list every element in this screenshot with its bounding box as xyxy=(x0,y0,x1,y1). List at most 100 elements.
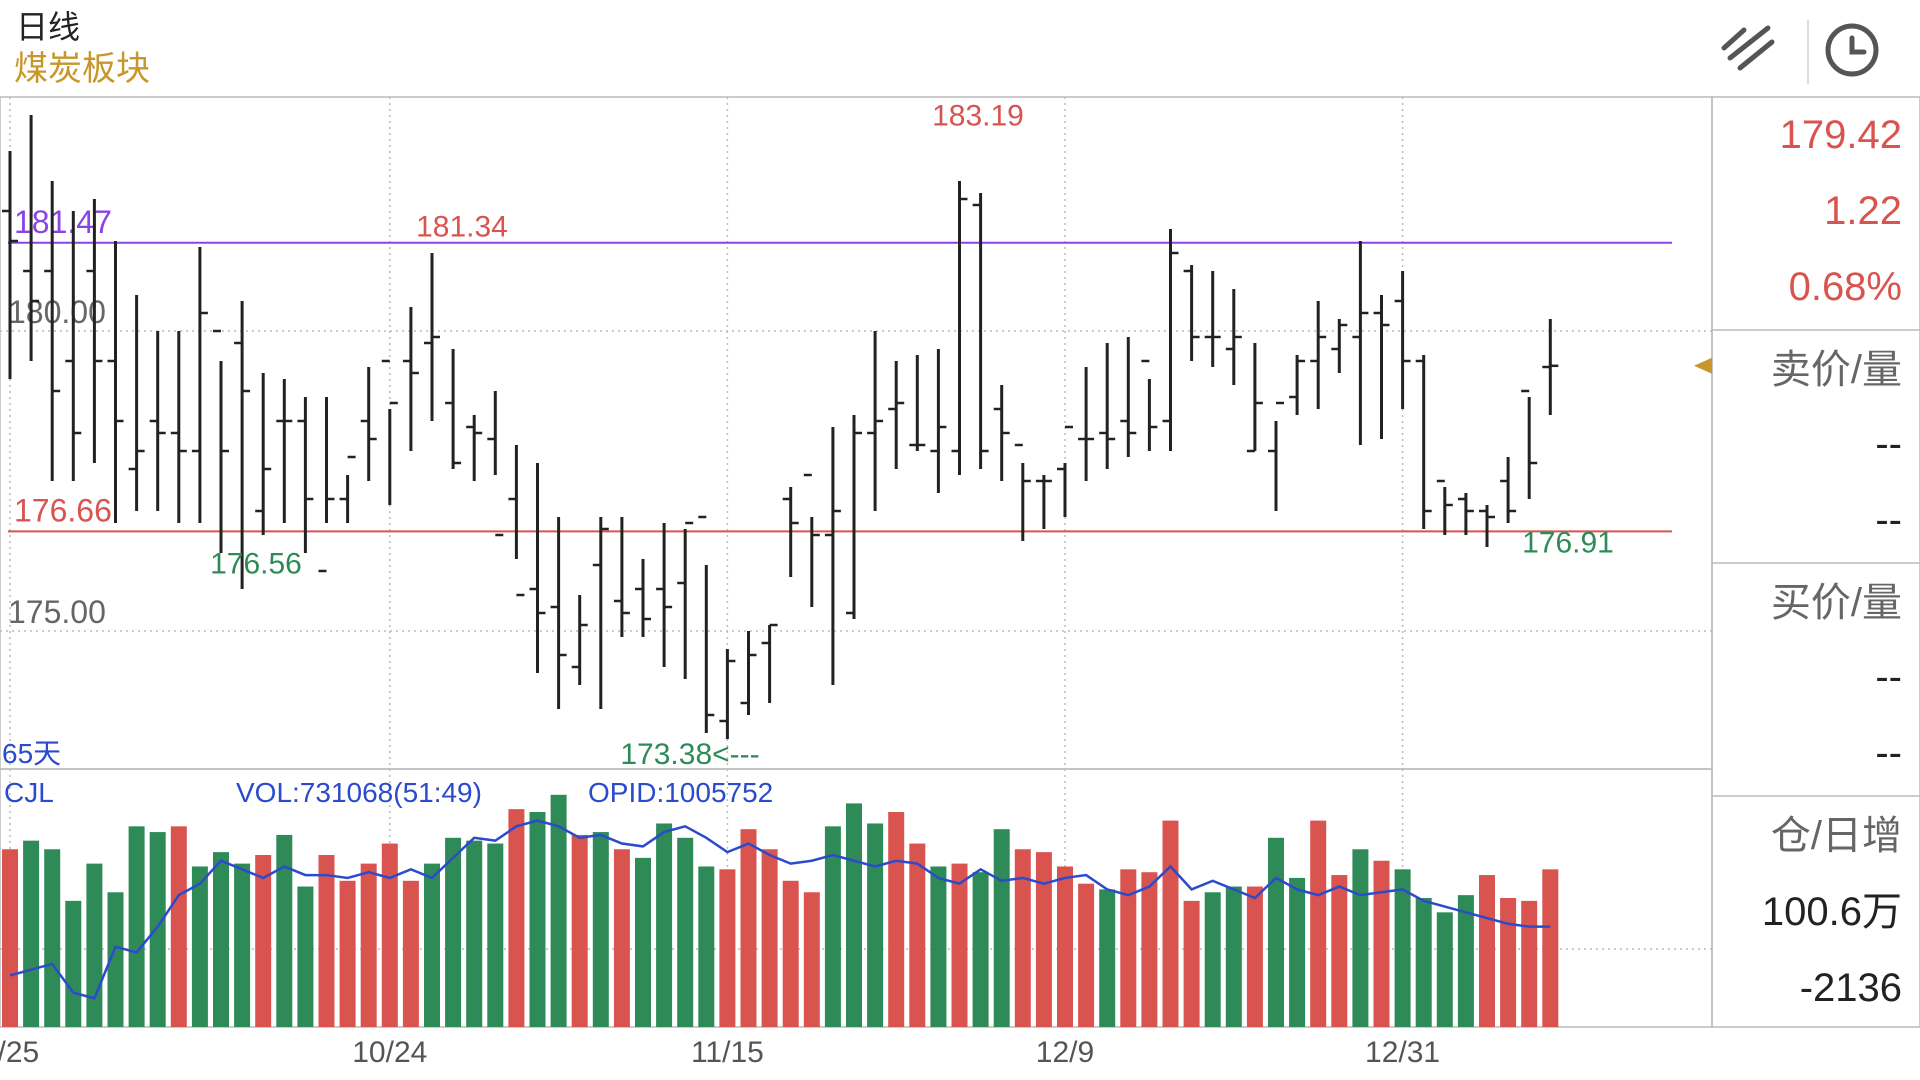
ohlc-bar xyxy=(1057,425,1073,517)
ohlc-bar xyxy=(930,349,947,493)
volume-bar xyxy=(424,863,440,1027)
price-change: 1.22 xyxy=(1824,189,1902,233)
volume-bar xyxy=(213,852,229,1027)
volume-bar xyxy=(1078,883,1095,1027)
open-interest: 100.6万 xyxy=(1762,890,1902,934)
ohlc-bar xyxy=(1141,359,1158,451)
ohlc-bar xyxy=(993,385,1010,481)
volume-bar xyxy=(170,826,187,1027)
volume-bar xyxy=(86,863,103,1027)
ohlc-bar xyxy=(466,415,483,481)
ohlc-bar xyxy=(1457,493,1474,535)
volume-indicator-label[interactable]: CJL xyxy=(4,777,54,808)
volume-bar xyxy=(191,866,208,1027)
volume-total-label: VOL:731068(51:49) xyxy=(236,777,482,808)
volume-bar xyxy=(339,880,356,1027)
bid-price: -- xyxy=(1875,655,1902,699)
ohlc-bar xyxy=(191,247,208,523)
volume-bar xyxy=(2,849,18,1027)
volume-bar xyxy=(107,892,124,1027)
ohlc-bar xyxy=(107,241,124,523)
volume-bar xyxy=(1310,820,1327,1027)
level-label: 176.66 xyxy=(14,492,112,528)
ohlc-bar xyxy=(888,361,905,469)
period-count-label: 65天 xyxy=(2,738,61,769)
volume-ma-polyline xyxy=(9,819,1551,1000)
volume-bar xyxy=(993,829,1010,1027)
ohlc-bar xyxy=(1500,457,1517,523)
ohlc-bar xyxy=(170,331,187,523)
open-interest-indicator-label: OPID:1005752 xyxy=(588,777,773,808)
ohlc-bar xyxy=(297,397,314,553)
ohlc-bar xyxy=(846,415,862,619)
open-interest-label: 仓/日增 xyxy=(1771,814,1902,858)
volume-bar xyxy=(824,826,841,1027)
volume-bar xyxy=(698,866,715,1027)
volume-bar xyxy=(1521,900,1538,1027)
volume-bar xyxy=(1014,849,1031,1027)
volume-bar xyxy=(1057,866,1073,1027)
ohlc-bar xyxy=(255,373,272,535)
volume-bar xyxy=(930,866,947,1027)
volume-bar xyxy=(867,823,884,1027)
ohlc-bar xyxy=(234,301,251,589)
quote-panel: 179.42 1.22 0.68% 卖价/量 -- -- 买价/量 -- -- … xyxy=(1711,96,1920,1028)
ohlc-bar xyxy=(1521,389,1538,499)
volume-bar xyxy=(297,886,314,1027)
ohlc-bar xyxy=(86,199,103,463)
x-tick-label: 9/25 xyxy=(0,1036,39,1069)
ohlc-bar xyxy=(550,517,567,709)
volume-bar xyxy=(1246,886,1263,1027)
x-axis: 9/25 10/24 11/15 12/9 12/31 xyxy=(0,1036,1440,1069)
ohlc-bar xyxy=(698,515,715,733)
ohlc-bar xyxy=(1099,343,1116,469)
line-drawing-icon[interactable] xyxy=(1721,25,1775,71)
volume-bar xyxy=(1268,837,1284,1027)
instrument-name[interactable]: 煤炭板块 xyxy=(14,50,150,88)
ohlc-bar xyxy=(424,253,440,421)
volume-bar xyxy=(592,832,609,1027)
period-label[interactable]: 日线 xyxy=(16,9,80,45)
ohlc-bar xyxy=(909,355,926,451)
volume-bar xyxy=(740,829,757,1027)
volume-bar xyxy=(234,863,251,1027)
volume-ma-line xyxy=(9,819,1551,1000)
volume-bar xyxy=(1394,869,1411,1027)
y-tick-label: 175.00 xyxy=(8,594,106,630)
ohlc-bar xyxy=(1436,479,1453,535)
ohlc-bar xyxy=(360,367,377,481)
ohlc-bar xyxy=(2,151,18,379)
x-tick-label: 10/24 xyxy=(352,1036,427,1069)
ohlc-bar xyxy=(803,473,820,607)
price-annotation: 173.38<--- xyxy=(620,738,759,771)
volume-bar xyxy=(529,812,546,1027)
volume-bar xyxy=(846,803,862,1027)
ohlc-bar xyxy=(318,397,335,573)
ohlc-bar xyxy=(508,445,525,597)
last-price: 179.42 xyxy=(1780,113,1902,157)
ohlc-bar xyxy=(1394,271,1411,409)
ohlc-bar xyxy=(592,517,609,709)
volume-bar xyxy=(360,863,377,1027)
ohlc-bar xyxy=(1268,401,1284,511)
ohlc-bar xyxy=(1373,295,1390,439)
ohlc-bar xyxy=(1352,241,1369,445)
volume-bar xyxy=(761,849,778,1027)
ohlc-bar xyxy=(867,331,884,511)
price-annotation: 181.34 xyxy=(416,211,508,244)
volume-bar xyxy=(1457,895,1474,1027)
ohlc-bar xyxy=(23,115,40,361)
volume-bar xyxy=(466,840,483,1027)
clock-icon[interactable] xyxy=(1825,23,1879,77)
ohlc-bar xyxy=(571,595,588,685)
ohlc-bar xyxy=(761,623,778,703)
volume-bar xyxy=(149,832,166,1027)
volume-bar xyxy=(782,880,799,1027)
ohlc-bar xyxy=(951,181,968,475)
volume-bar xyxy=(276,834,293,1027)
volume-bar xyxy=(255,855,272,1027)
ask-price: -- xyxy=(1875,422,1902,466)
ohlc-bar xyxy=(635,559,651,637)
volume-bar xyxy=(1204,892,1221,1027)
